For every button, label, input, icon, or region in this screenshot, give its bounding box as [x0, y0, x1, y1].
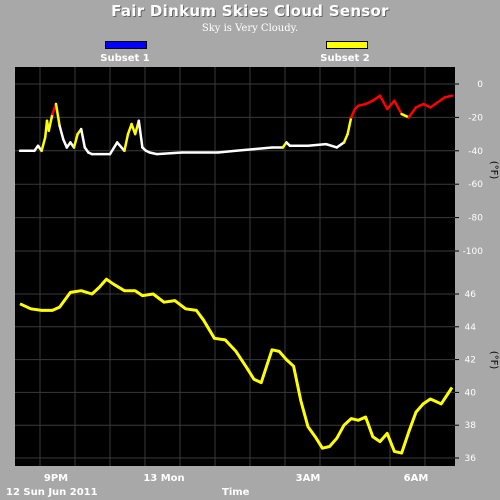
sky-temperature-segment	[115, 141, 126, 153]
sky-temperature-segment	[58, 124, 65, 141]
sky-temperature-segment	[400, 112, 411, 119]
ambient-temperature-series	[19, 277, 454, 455]
sky-temperature-segment	[364, 99, 375, 106]
sky-temperature-segment	[349, 107, 357, 119]
legend-swatch-subset-2	[326, 41, 368, 49]
sky-temperature-segment	[216, 149, 238, 154]
sky-temperature-segment	[378, 94, 389, 111]
y-tick-label: -20	[468, 113, 483, 123]
page-title: Fair Dinkum Skies Cloud Sensor	[111, 2, 389, 20]
sky-status-text: Sky is Very Cloudy.	[201, 23, 299, 34]
sky-temperature-segment	[61, 137, 69, 149]
y-tick-label: -80	[468, 214, 483, 224]
y-tick-label: 44	[465, 323, 477, 333]
sky-temperature-segment	[324, 142, 339, 149]
y-tick-label: 42	[465, 356, 476, 366]
y-tick-label: -100	[463, 247, 484, 257]
sky-temperature-segment	[342, 132, 349, 144]
y-tick-label: 38	[465, 421, 477, 431]
y-tick-label: 40	[465, 388, 477, 398]
legend-label-subset-2: Subset 2	[320, 53, 370, 64]
sky-temperature-segment	[371, 94, 382, 102]
ambient-temperature-line	[19, 277, 454, 455]
sky-temperature-segment	[436, 96, 447, 104]
legend-swatch-subset-1	[105, 41, 147, 49]
sky-temperature-segment	[79, 127, 87, 149]
chart-date: 12 Sun Jun 2011	[6, 487, 98, 498]
sky-temperature-segment	[407, 106, 418, 119]
y-tick-label: 46	[465, 290, 477, 300]
y-tick-label: 36	[465, 454, 477, 464]
time-axis: 9PM 13 Mon 3AM 6AM	[44, 473, 428, 484]
sky-temperature-segment	[252, 146, 274, 151]
plot-area	[15, 67, 455, 466]
sky-temperature-segment	[306, 142, 328, 148]
sky-temperature-unit: (°F)	[488, 161, 499, 180]
sky-temperature-segment	[429, 101, 439, 109]
x-tick-label: 3AM	[296, 473, 321, 484]
ambient-temperature-unit: (°F)	[488, 351, 499, 370]
sky-temperature-segment	[54, 102, 61, 127]
sky-temperature-segment	[234, 147, 256, 153]
sky-temperature-segment	[385, 99, 396, 111]
sky-temperature-axis: 0 -20 -40 -60 -80 -100	[455, 80, 483, 257]
x-tick-label: 6AM	[404, 473, 429, 484]
sky-temperature-segment	[47, 112, 54, 133]
sky-temperature-segment	[40, 136, 47, 153]
sky-temperature-segment	[414, 102, 425, 109]
y-tick-label: 0	[477, 80, 483, 90]
grid-lines	[15, 67, 455, 466]
y-tick-label: -60	[468, 180, 483, 190]
x-tick-label: 9PM	[44, 473, 68, 484]
x-axis-label: Time	[222, 487, 250, 498]
sky-temperature-segment	[123, 132, 130, 153]
sky-temperature-series	[18, 94, 454, 156]
x-tick-label: 13 Mon	[143, 473, 184, 484]
sky-temperature-segment	[393, 99, 403, 116]
sky-temperature-segment	[137, 119, 144, 149]
sky-temperature-segment	[443, 94, 454, 99]
sky-temperature-segment	[335, 141, 346, 149]
legend-label-subset-1: Subset 1	[100, 53, 150, 64]
ambient-temperature-axis: 36 38 40 42 44 46	[455, 290, 476, 464]
y-tick-label: -40	[468, 147, 483, 157]
sky-temperature-segment	[72, 132, 79, 149]
sky-temperature-segment	[421, 102, 432, 109]
sky-temperature-segment	[346, 116, 353, 136]
sky-temperature-segment	[155, 151, 184, 156]
sky-temperature-segment	[108, 141, 119, 156]
